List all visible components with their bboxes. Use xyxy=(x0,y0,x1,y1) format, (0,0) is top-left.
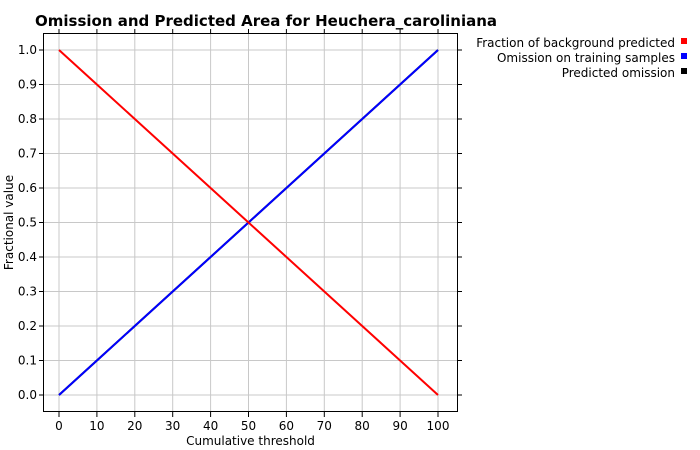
y-tick-label: 0.8 xyxy=(18,112,37,126)
legend: Fraction of background predictedOmission… xyxy=(476,36,687,80)
x-tick-label: 60 xyxy=(279,419,294,433)
y-tick-label: 0.6 xyxy=(18,181,37,195)
x-tick-label: 50 xyxy=(241,419,256,433)
legend-swatch xyxy=(681,68,687,74)
x-tick-label: 10 xyxy=(89,419,104,433)
x-tick-label: 70 xyxy=(317,419,332,433)
x-tick-label: 90 xyxy=(392,419,407,433)
series-line xyxy=(58,49,439,396)
legend-swatch xyxy=(681,38,687,44)
y-tick-label: 0.1 xyxy=(18,354,37,368)
x-tick-label: 30 xyxy=(165,419,180,433)
chart-title: Omission and Predicted Area for Heuchera… xyxy=(35,12,497,30)
y-tick-label: 1.0 xyxy=(18,43,37,57)
y-tick-label: 0.7 xyxy=(18,147,37,161)
y-axis-label: Fractional value xyxy=(2,175,16,270)
grid-lines xyxy=(43,33,458,412)
legend-label: Predicted omission xyxy=(562,66,675,80)
y-tick-label: 0.3 xyxy=(18,285,37,299)
y-tick-label: 0.0 xyxy=(18,388,37,402)
x-axis-label: Cumulative threshold xyxy=(186,434,315,448)
y-tick-label: 0.5 xyxy=(18,216,37,230)
plot-frame xyxy=(43,33,458,412)
legend-label: Omission on training samples xyxy=(497,51,675,65)
y-axis: 0.0 0.1 0.2 0.3 0.4 0.5 0.6 0.7 0.8 0.9 1.0 xyxy=(18,43,462,402)
x-tick-label: 100 xyxy=(427,419,450,433)
y-tick-label: 0.9 xyxy=(18,78,37,92)
x-tick-label: 0 xyxy=(55,419,63,433)
legend-swatch xyxy=(681,53,687,59)
x-axis: 0 10 20 30 40 50 60 70 80 90 100 xyxy=(55,29,449,433)
y-tick-label: 0.4 xyxy=(18,250,37,264)
y-tick-label: 0.2 xyxy=(18,319,37,333)
x-tick-label: 40 xyxy=(203,419,218,433)
legend-label: Fraction of background predicted xyxy=(476,36,675,50)
x-tick-label: 80 xyxy=(355,419,370,433)
x-tick-label: 20 xyxy=(127,419,142,433)
series-layer xyxy=(58,49,439,396)
